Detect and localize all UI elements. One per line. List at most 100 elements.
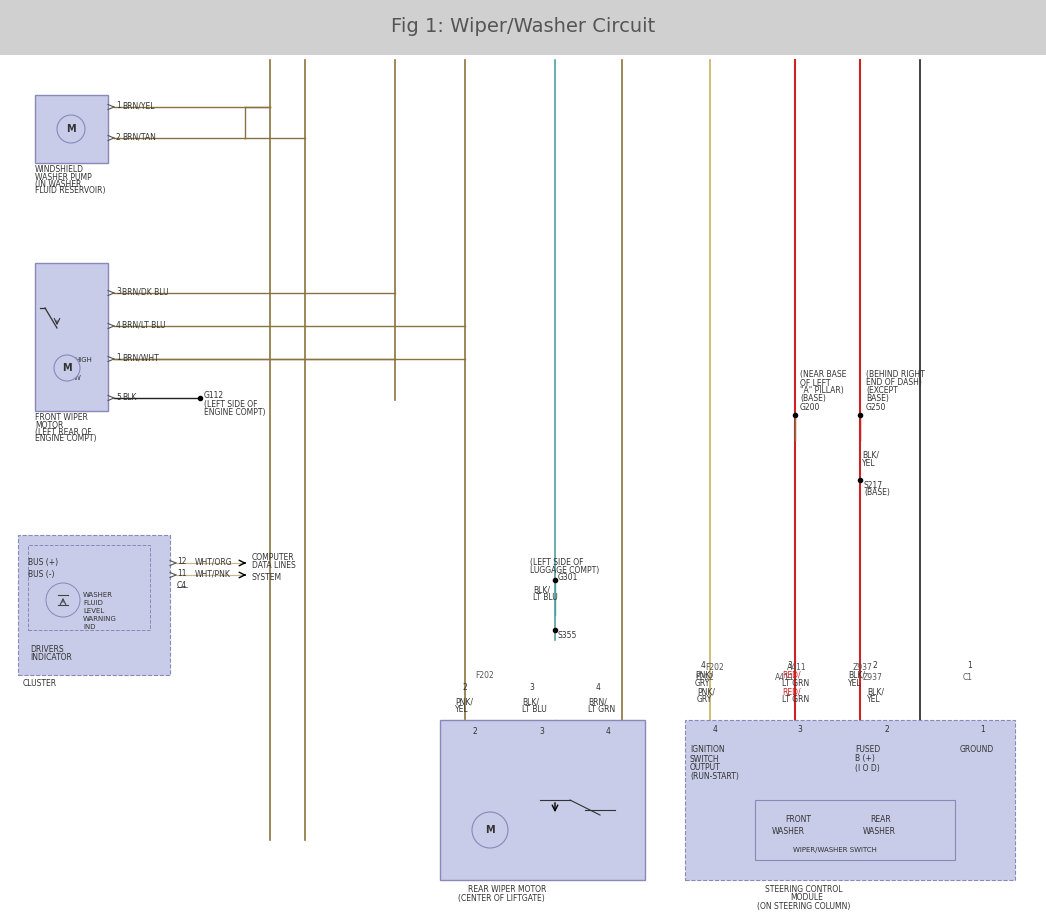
- Text: BLK/: BLK/: [522, 698, 539, 707]
- Text: LT GRN: LT GRN: [782, 696, 810, 704]
- Text: LT GRN: LT GRN: [588, 706, 615, 714]
- Text: YEL: YEL: [862, 458, 876, 467]
- Text: CLUSTER: CLUSTER: [23, 678, 58, 688]
- Text: Z937: Z937: [863, 674, 883, 682]
- Text: YEL: YEL: [455, 706, 469, 714]
- Text: FLUID RESERVOIR): FLUID RESERVOIR): [35, 186, 106, 196]
- Text: OF LEFT: OF LEFT: [800, 378, 831, 387]
- Text: (BEHIND RIGHT: (BEHIND RIGHT: [866, 371, 925, 379]
- Text: 5: 5: [116, 393, 121, 401]
- Circle shape: [46, 583, 79, 617]
- Text: 1: 1: [968, 660, 973, 669]
- Bar: [35, 263, 108, 411]
- Text: WARNING: WARNING: [83, 616, 117, 622]
- Text: YEL: YEL: [867, 696, 881, 704]
- Text: LT BLU: LT BLU: [522, 706, 547, 714]
- Text: BASE): BASE): [866, 395, 889, 404]
- Text: (LEFT SIDE OF: (LEFT SIDE OF: [530, 557, 584, 566]
- Text: BLK/: BLK/: [848, 670, 865, 679]
- Text: Z937: Z937: [852, 664, 872, 673]
- Text: PNK/: PNK/: [695, 670, 713, 679]
- Text: BLK/: BLK/: [867, 688, 884, 697]
- Text: S217: S217: [864, 480, 883, 489]
- Text: WASHER PUMP: WASHER PUMP: [35, 173, 92, 182]
- Text: IGNITION: IGNITION: [690, 745, 725, 755]
- Text: END OF DASH): END OF DASH): [866, 378, 922, 387]
- Text: (LEFT SIDE OF: (LEFT SIDE OF: [204, 400, 257, 409]
- Text: MOTOR: MOTOR: [35, 420, 64, 430]
- Text: SYSTEM: SYSTEM: [252, 574, 282, 583]
- Text: Fig 1: Wiper/Washer Circuit: Fig 1: Wiper/Washer Circuit: [391, 17, 655, 37]
- Text: YEL: YEL: [848, 678, 862, 688]
- Text: (BASE): (BASE): [864, 488, 890, 498]
- Text: A411: A411: [787, 664, 806, 673]
- Text: BLK/: BLK/: [862, 451, 879, 460]
- Text: COMPUTER: COMPUTER: [252, 554, 295, 563]
- Text: OUTPUT: OUTPUT: [690, 764, 721, 773]
- Text: (IN WASHER: (IN WASHER: [35, 180, 82, 188]
- Text: ENGINE COMPT): ENGINE COMPT): [204, 408, 266, 417]
- Text: WHT/ORG: WHT/ORG: [195, 557, 232, 566]
- Text: 12: 12: [177, 557, 186, 566]
- Text: 2: 2: [473, 727, 477, 736]
- Text: WIPER/WASHER SWITCH: WIPER/WASHER SWITCH: [793, 847, 877, 853]
- Text: 3: 3: [529, 684, 535, 692]
- Text: C4: C4: [177, 581, 187, 590]
- Text: (I O D): (I O D): [855, 764, 880, 773]
- Circle shape: [472, 812, 508, 848]
- Circle shape: [54, 355, 79, 381]
- Text: M: M: [485, 825, 495, 835]
- Text: REAR WIPER MOTOR: REAR WIPER MOTOR: [468, 886, 546, 894]
- Text: LUGGAGE COMPT): LUGGAGE COMPT): [530, 565, 599, 575]
- Text: (RUN-START): (RUN-START): [690, 773, 738, 781]
- Text: BRN/DK BLU: BRN/DK BLU: [122, 287, 168, 297]
- Text: 4: 4: [116, 320, 121, 330]
- Text: FRONT WIPER: FRONT WIPER: [35, 413, 88, 422]
- Text: FUSED: FUSED: [855, 745, 881, 755]
- Text: G200: G200: [800, 402, 820, 411]
- Text: 3: 3: [540, 727, 544, 736]
- Text: F202: F202: [705, 664, 724, 673]
- Text: LOW: LOW: [65, 375, 81, 381]
- Text: GRY: GRY: [697, 696, 712, 704]
- Text: "A" PILLAR): "A" PILLAR): [800, 386, 844, 396]
- Text: DRIVERS: DRIVERS: [30, 645, 64, 655]
- Bar: [18, 535, 170, 675]
- Bar: [685, 720, 1015, 880]
- Text: (LEFT REAR OF: (LEFT REAR OF: [35, 428, 92, 436]
- Text: WHT/PNK: WHT/PNK: [195, 569, 231, 578]
- Text: 3: 3: [797, 725, 802, 734]
- Text: 1: 1: [116, 102, 120, 110]
- Text: BRN/TAN: BRN/TAN: [122, 132, 156, 141]
- Text: REAR: REAR: [870, 815, 891, 824]
- Circle shape: [56, 115, 85, 143]
- Text: PNK/: PNK/: [697, 688, 715, 697]
- Text: HIGH: HIGH: [74, 357, 92, 363]
- Text: (ON STEERING COLUMN): (ON STEERING COLUMN): [757, 901, 850, 911]
- Text: MODULE: MODULE: [790, 893, 823, 902]
- Text: BRN/WHT: BRN/WHT: [122, 353, 159, 363]
- Text: B (+): B (+): [855, 755, 874, 764]
- Text: BUS (+): BUS (+): [28, 558, 59, 567]
- Bar: [0, 0, 1046, 55]
- Text: BRN/YEL: BRN/YEL: [122, 102, 155, 110]
- Text: ENGINE COMPT): ENGINE COMPT): [35, 434, 96, 443]
- Text: G112: G112: [204, 391, 224, 400]
- Text: 3: 3: [116, 287, 121, 297]
- Text: LEVEL: LEVEL: [83, 608, 105, 614]
- Text: C1: C1: [963, 674, 973, 682]
- Text: M: M: [62, 363, 72, 373]
- Text: 2: 2: [462, 684, 468, 692]
- Text: INDICATOR: INDICATOR: [30, 654, 72, 663]
- Text: (EXCEPT: (EXCEPT: [866, 386, 897, 396]
- Text: G301: G301: [558, 573, 578, 581]
- Text: BRN/: BRN/: [588, 698, 607, 707]
- Text: BLK/: BLK/: [533, 586, 550, 595]
- Text: FRONT: FRONT: [784, 815, 811, 824]
- Text: 11: 11: [177, 569, 186, 578]
- Text: 2: 2: [872, 660, 878, 669]
- Text: LT GRN: LT GRN: [782, 678, 810, 688]
- Text: 4: 4: [606, 727, 611, 736]
- Text: 4: 4: [595, 684, 600, 692]
- Text: BRN/LT BLU: BRN/LT BLU: [122, 320, 165, 330]
